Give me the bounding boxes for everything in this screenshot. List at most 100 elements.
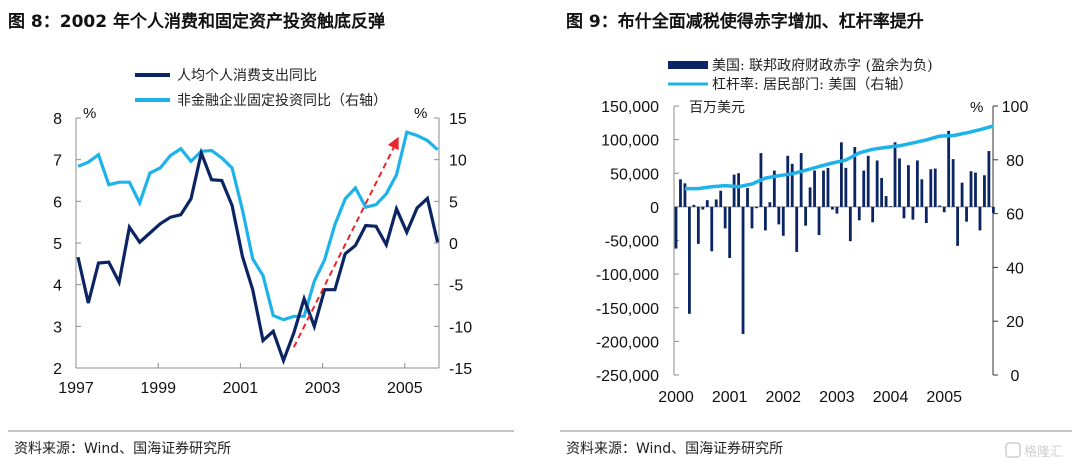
- chart2-deficit-bar: [804, 206, 808, 226]
- chart2-leverage-line: [684, 124, 994, 191]
- chart2-deficit-bar: [799, 153, 803, 207]
- chart1-right-tick-label: 15: [449, 111, 467, 128]
- watermark-logo: 格隆汇: [1005, 442, 1063, 459]
- chart2-deficit-bar: [679, 179, 682, 207]
- chart1-left-tick-label: 7: [53, 153, 62, 170]
- chart2-x-tick-label: 2001: [712, 389, 748, 406]
- chart2-deficit-bar: [844, 167, 848, 207]
- chart1-left-tick-label: 2: [53, 361, 62, 378]
- chart2-title: 图 9：布什全面减税使得赤字增加、杠杆率提升: [566, 11, 924, 32]
- chart1-left-tick-label: 4: [53, 278, 62, 295]
- chart2-deficit-bar: [915, 160, 919, 207]
- chart2-deficit-bar: [929, 169, 933, 207]
- chart2-deficit-bar: [705, 200, 709, 207]
- chart1-legend-investment: 非金融企业固定投资同比（右轴）: [177, 92, 387, 109]
- chart2-left-tick-label: 50,000: [610, 166, 659, 183]
- chart2-deficit-bar: [714, 199, 718, 207]
- chart2-left-tick-label: -250,000: [596, 368, 659, 385]
- chart2-deficit-bar: [750, 206, 754, 229]
- chart2-left-tick-label: -150,000: [596, 301, 659, 318]
- chart2-deficit-bar: [674, 206, 678, 249]
- chart2-left-tick-label: 100,000: [601, 133, 659, 150]
- chart2-legend-deficit: 美国: 联邦政府财政赤字 (盈余为负): [712, 57, 933, 74]
- chart1-x-tick-label: 1997: [58, 380, 94, 397]
- chart1-x-tick-label: 2005: [387, 380, 423, 397]
- chart2-deficit-bar: [696, 206, 700, 244]
- chart1-x-tick-label: 1999: [140, 380, 176, 397]
- chart2-deficit-bar: [902, 206, 906, 219]
- chart2-deficit-bar: [862, 170, 866, 207]
- chart2-deficit-bar: [866, 155, 870, 207]
- chart2-deficit-bar: [974, 172, 977, 207]
- chart1-right-tick-label: 5: [449, 194, 458, 211]
- chart1-title: 图 8：2002 年个人消费和固定资产投资触底反弹: [8, 11, 385, 32]
- chart2-deficit-bar: [875, 160, 879, 207]
- chart2-deficit-bar: [808, 187, 812, 207]
- chart2-deficit-bar: [911, 206, 915, 220]
- chart2-deficit-bar: [893, 142, 897, 207]
- chart2-deficit-bar: [839, 142, 843, 207]
- chart2-deficit-bar: [951, 159, 955, 207]
- chart1-left-unit: %: [83, 105, 96, 122]
- chart2-deficit-bar: [920, 179, 924, 207]
- chart2-deficit-bar: [880, 177, 884, 207]
- chart2-right-tick-label: 0: [1011, 368, 1020, 385]
- chart2-x-tick-label: 2002: [765, 389, 801, 406]
- chart2-deficit-bar: [688, 206, 691, 314]
- chart1-right-unit: %: [414, 105, 427, 122]
- chart2-x-tick-label: 2000: [658, 389, 694, 406]
- chart2-deficit-bar: [813, 170, 816, 207]
- chart2-deficit-bar: [965, 206, 968, 222]
- chart2-deficit-bar: [835, 206, 839, 214]
- chart2-deficit-bar: [889, 206, 892, 208]
- chart2-x-tick-label: 2003: [819, 389, 855, 406]
- chart2-deficit-bar: [907, 165, 910, 207]
- chart1-trend-arrow: [292, 143, 397, 348]
- chart2-right-tick-label: 60: [1006, 207, 1024, 224]
- chart2-deficit-bar: [737, 173, 740, 207]
- chart2-deficit-bar: [755, 206, 758, 209]
- chart2-deficit-bar: [987, 151, 991, 207]
- chart1-trend-arrowhead: [387, 136, 399, 151]
- chart2-deficit-bar: [942, 206, 946, 213]
- chart2-deficit-bar: [701, 206, 705, 210]
- chart2-deficit-bar: [741, 206, 745, 334]
- chart2-deficit-bar: [960, 182, 964, 207]
- chart2-deficit-bar: [710, 206, 714, 252]
- chart2-deficit-bar: [938, 205, 942, 207]
- chart2-deficit-bar: [764, 206, 767, 231]
- chart2-left-tick-label: -50,000: [605, 234, 659, 251]
- chart2-deficit-bar: [683, 183, 687, 207]
- watermark-logo-icon: [1005, 442, 1021, 458]
- chart2-right-tick-label: 80: [1006, 153, 1024, 170]
- chart2-left-tick-label: -200,000: [596, 334, 659, 351]
- chart1-right-tick-label: -15: [449, 361, 472, 378]
- chart2-right-tick-label: 40: [1006, 260, 1024, 277]
- chart2-deficit-bar: [933, 168, 937, 207]
- chart1-legend-consumption: 人均个人消费支出同比: [177, 68, 317, 84]
- chart2-x-tick-label: 2005: [926, 389, 962, 406]
- chart2-deficit-bar: [732, 174, 736, 207]
- chart2-deficit-bar: [746, 188, 749, 207]
- chart1-x-tick-label: 2001: [223, 380, 259, 397]
- chart1-right-tick-label: -5: [449, 278, 463, 295]
- chart2-right-tick-label: 100: [1002, 99, 1029, 116]
- chart1-line-investment: [77, 130, 439, 322]
- chart2-x-tick-label: 2004: [873, 389, 909, 406]
- chart2-deficit-bar: [781, 206, 785, 236]
- chart2-deficit-bar: [822, 170, 825, 207]
- chart1-left-tick-label: 5: [53, 236, 62, 253]
- chart1-left-tick-label: 6: [53, 194, 62, 211]
- chart2-deficit-bar: [692, 204, 696, 207]
- chart1-left-tick-label: 8: [53, 111, 62, 128]
- chart2-deficit-bar: [924, 206, 928, 224]
- chart2-deficit-bar: [795, 206, 799, 252]
- chart1-line-consumption: [76, 147, 440, 366]
- chart1-source: 资料来源：Wind、国海证券研究所: [14, 441, 231, 457]
- chart2-deficit-bar: [978, 206, 982, 231]
- chart1-x-tick-label: 2003: [305, 380, 341, 397]
- chart2-legend-swatch-deficit: [668, 61, 708, 69]
- chart2-deficit-bar: [719, 190, 723, 207]
- chart2-source: 资料来源：Wind、国海证券研究所: [566, 441, 783, 457]
